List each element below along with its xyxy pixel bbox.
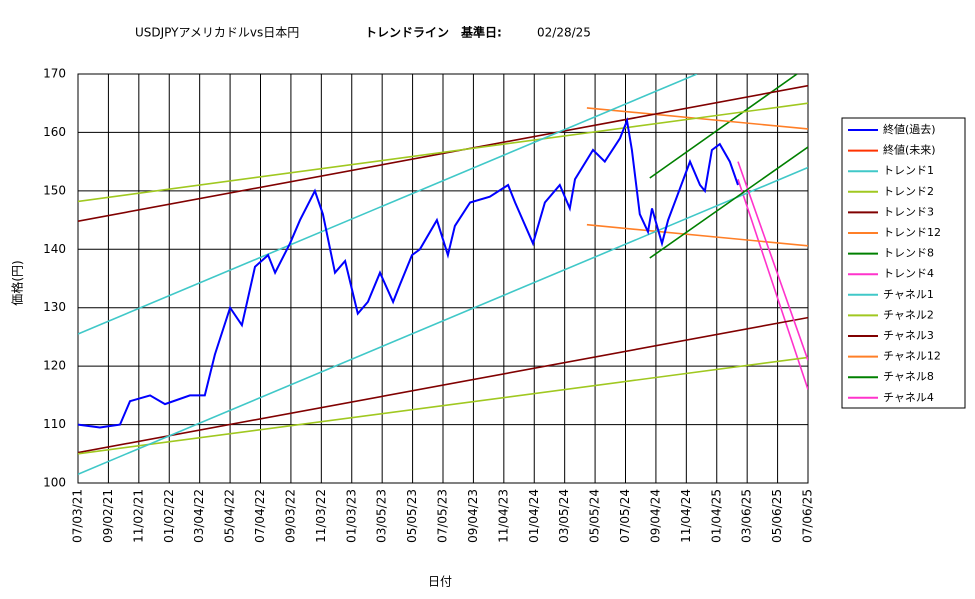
x-tick-label: 05/06/25 <box>770 489 784 543</box>
series-line <box>78 117 739 429</box>
series-line <box>78 102 808 203</box>
x-tick-label: 11/03/22 <box>314 489 328 543</box>
y-tick-label: 100 <box>43 476 66 490</box>
x-axis-title: 日付 <box>428 575 452 589</box>
legend-label: トレンド3 <box>883 205 934 218</box>
y-tick-label: 160 <box>43 125 66 139</box>
series-line <box>737 178 808 390</box>
series-line <box>649 146 808 259</box>
x-tick-label: 07/05/24 <box>618 489 632 543</box>
legend-label: チャネル8 <box>883 370 934 383</box>
legend-label: トレンド8 <box>883 247 934 260</box>
x-tick-label: 01/03/23 <box>344 489 358 543</box>
x-tick-label: 09/02/21 <box>101 489 115 543</box>
legend-label: チャネル1 <box>883 288 934 301</box>
y-tick-label: 140 <box>43 242 66 256</box>
y-tick-label: 110 <box>43 417 66 431</box>
x-tick-label: 05/05/23 <box>405 489 419 543</box>
legend-label: チャネル3 <box>883 329 934 342</box>
series-line <box>78 316 808 454</box>
legend-label: トレンド2 <box>883 185 934 198</box>
x-tick-label: 01/04/25 <box>709 489 723 543</box>
x-tick-label: 11/04/24 <box>679 489 693 543</box>
x-tick-label: 03/04/22 <box>192 489 206 543</box>
series-line <box>78 166 808 475</box>
series-line <box>737 161 808 361</box>
x-tick-label: 07/03/21 <box>71 489 85 543</box>
legend-label: トレンド12 <box>883 226 941 239</box>
y-tick-label: 150 <box>43 183 66 197</box>
y-tick-label: 120 <box>43 359 66 373</box>
x-tick-label: 07/06/25 <box>801 489 815 543</box>
series-line <box>649 74 798 179</box>
chart-subtitle: トレンドライン 基準日: <box>365 25 502 40</box>
x-tick-label: 01/02/22 <box>162 489 176 543</box>
x-tick-label: 03/06/25 <box>740 489 754 543</box>
legend-label: トレンド4 <box>883 267 934 280</box>
chart-title: USDJPYアメリカドルvs日本円 <box>135 26 299 40</box>
legend-label: チャネル2 <box>883 308 934 321</box>
x-tick-label: 11/04/23 <box>496 489 510 543</box>
y-tick-label: 170 <box>43 67 66 81</box>
legend-label: 終値(未来) <box>883 143 936 157</box>
x-tick-label: 09/03/22 <box>283 489 297 543</box>
x-tick-label: 05/04/22 <box>223 489 237 543</box>
y-axis-title: 価格(円) <box>10 260 25 305</box>
x-tick-label: 09/04/23 <box>466 489 480 543</box>
x-tick-label: 03/05/24 <box>557 489 571 543</box>
series-line <box>78 74 698 335</box>
x-tick-label: 09/04/24 <box>648 489 662 543</box>
legend-label: チャネル4 <box>883 391 934 404</box>
plot-border <box>77 73 809 484</box>
series-line <box>586 223 808 247</box>
y-tick-label: 130 <box>43 300 66 314</box>
x-tick-label: 07/05/23 <box>436 489 450 543</box>
x-tick-label: 05/05/24 <box>588 489 602 543</box>
x-tick-label: 11/02/21 <box>131 489 145 543</box>
base-date: 02/28/25 <box>537 26 591 40</box>
legend-label: トレンド1 <box>883 164 934 177</box>
legend-label: 終値(過去) <box>883 122 936 136</box>
x-tick-label: 01/04/24 <box>527 489 541 543</box>
x-tick-label: 03/05/23 <box>375 489 389 543</box>
legend-box <box>841 117 966 409</box>
series-line <box>78 84 808 222</box>
x-tick-label: 07/04/22 <box>253 489 267 543</box>
legend-label: チャネル12 <box>883 350 941 363</box>
series-line <box>78 356 808 455</box>
